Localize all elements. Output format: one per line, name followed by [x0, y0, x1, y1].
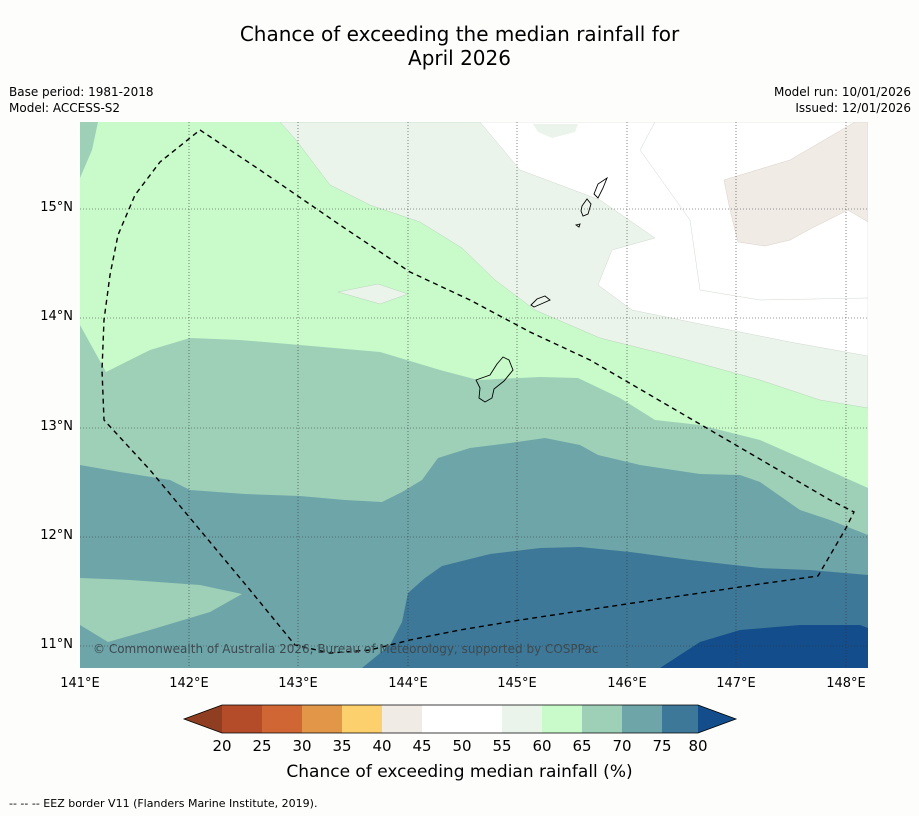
colorbar [182, 704, 738, 734]
title-line-2: April 2026 [408, 46, 511, 70]
island-guam [475, 356, 514, 403]
colorbar-label: 25 [252, 737, 272, 755]
lon-label-144e: 144°E [388, 676, 428, 691]
lon-label-141e: 141°E [60, 676, 100, 691]
colorbar-bin-70-75 [622, 705, 662, 733]
colorbar-bin-35-40 [342, 705, 382, 733]
meta-left: Base period: 1981-2018 Model: ACCESS-S2 [9, 84, 154, 116]
band-80-plus [660, 625, 868, 668]
island-rota [530, 295, 551, 308]
colorbar-label: 50 [452, 737, 472, 755]
island-small [574, 223, 581, 228]
lat-label-14n: 14°N [40, 309, 73, 324]
colorbar-bin-30-35 [302, 705, 342, 733]
band-65-70-lower-left [80, 578, 242, 642]
island-outlines [475, 176, 608, 403]
colorbar-bin-50-55 [462, 705, 502, 733]
colorbar-title: Chance of exceeding median rainfall (%) [286, 762, 633, 782]
colorbar-bin-40-45 [382, 705, 422, 733]
colorbar-bin-75-80 [662, 705, 698, 733]
lon-label-145e: 145°E [497, 676, 537, 691]
model-run: Model run: 10/01/2026 [773, 85, 911, 99]
colorbar-label: 80 [688, 737, 708, 755]
lat-label-11n: 11°N [40, 637, 73, 652]
base-period: Base period: 1981-2018 [9, 85, 154, 99]
eez-border [101, 129, 855, 654]
meta-right: Model run: 10/01/2026 Issued: 12/01/2026 [774, 84, 911, 116]
colorbar-bin-20-25 [222, 705, 262, 733]
lon-label-147e: 147°E [716, 676, 756, 691]
island-anatahan [593, 176, 608, 199]
lon-label-142e: 142°E [169, 676, 209, 691]
colorbar-extend-low [184, 705, 222, 733]
colorbar-label: 30 [292, 737, 312, 755]
lon-label-146e: 146°E [607, 676, 647, 691]
colorbar-label: 65 [572, 737, 592, 755]
colorbar-label: 70 [612, 737, 632, 755]
band-65-70-left-top [80, 122, 98, 178]
colorbar-label: 35 [332, 737, 352, 755]
band-40-45 [723, 122, 868, 247]
chart-title: Chance of exceeding the median rainfall … [0, 22, 919, 70]
lon-label-148e: 148°E [826, 676, 866, 691]
colorbar-label: 55 [492, 737, 512, 755]
model-name: Model: ACCESS-S2 [9, 101, 121, 115]
title-line-1: Chance of exceeding the median rainfall … [239, 22, 680, 46]
map-fill-layers [80, 122, 868, 668]
graticule [80, 122, 868, 668]
lat-label-13n: 13°N [40, 419, 73, 434]
issued-date: Issued: 12/01/2026 [795, 101, 911, 115]
copyright-notice: © Commonwealth of Australia 2026, Bureau… [93, 642, 599, 656]
colorbar-bin-45-50 [422, 705, 462, 733]
lat-label-15n: 15°N [40, 200, 73, 215]
colorbar-label: 60 [532, 737, 552, 755]
colorbar-bin-60-65 [542, 705, 582, 733]
colorbar-label: 45 [412, 737, 432, 755]
colorbar-label: 75 [652, 737, 672, 755]
eez-legend: -- -- -- EEZ border V11 (Flanders Marine… [9, 797, 318, 810]
colorbar-bin-25-30 [262, 705, 302, 733]
lon-label-143e: 143°E [278, 676, 318, 691]
colorbar-label: 20 [212, 737, 232, 755]
colorbar-label: 40 [372, 737, 392, 755]
colorbar-bin-65-70 [582, 705, 622, 733]
island-sarigan [580, 198, 592, 217]
colorbar-bin-55-60 [502, 705, 542, 733]
colorbar-extend-high [698, 705, 736, 733]
lat-label-12n: 12°N [40, 528, 73, 543]
patch-top-light [533, 124, 578, 138]
